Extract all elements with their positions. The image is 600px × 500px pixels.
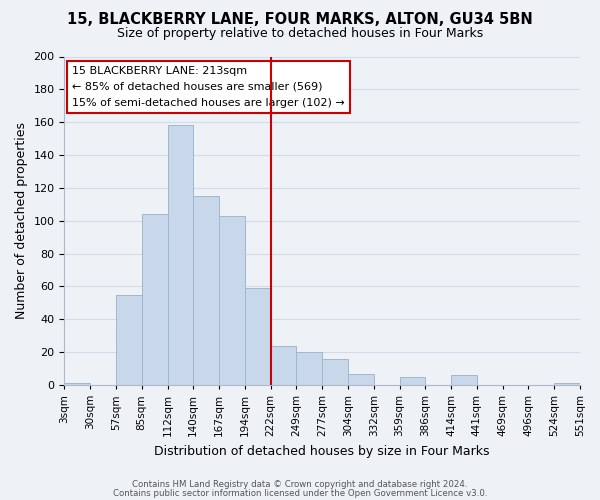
X-axis label: Distribution of detached houses by size in Four Marks: Distribution of detached houses by size … — [154, 444, 490, 458]
Text: Contains public sector information licensed under the Open Government Licence v3: Contains public sector information licen… — [113, 488, 487, 498]
Bar — [64, 384, 90, 385]
Bar — [271, 346, 296, 385]
Bar — [142, 214, 167, 385]
Text: 15, BLACKBERRY LANE, FOUR MARKS, ALTON, GU34 5BN: 15, BLACKBERRY LANE, FOUR MARKS, ALTON, … — [67, 12, 533, 28]
Bar — [400, 377, 425, 385]
Bar — [451, 375, 477, 385]
Text: Contains HM Land Registry data © Crown copyright and database right 2024.: Contains HM Land Registry data © Crown c… — [132, 480, 468, 489]
Bar — [245, 288, 271, 385]
Y-axis label: Number of detached properties: Number of detached properties — [15, 122, 28, 320]
Bar — [348, 374, 374, 385]
Text: Size of property relative to detached houses in Four Marks: Size of property relative to detached ho… — [117, 28, 483, 40]
Bar — [322, 358, 348, 385]
Bar — [116, 294, 142, 385]
Bar — [296, 352, 322, 385]
Bar — [554, 384, 580, 385]
Text: 15 BLACKBERRY LANE: 213sqm
← 85% of detached houses are smaller (569)
15% of sem: 15 BLACKBERRY LANE: 213sqm ← 85% of deta… — [72, 66, 345, 108]
Bar — [219, 216, 245, 385]
Bar — [167, 126, 193, 385]
Bar — [193, 196, 219, 385]
